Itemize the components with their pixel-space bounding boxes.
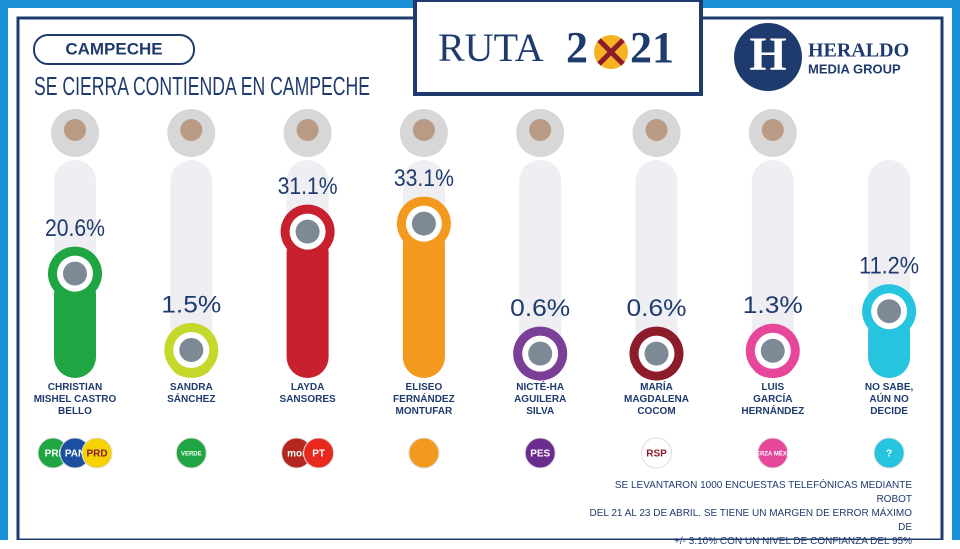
brand-mark bbox=[734, 23, 802, 91]
track bbox=[635, 160, 678, 378]
logo-box bbox=[413, 0, 703, 96]
party-logo bbox=[408, 437, 440, 469]
bar bbox=[54, 273, 96, 378]
party-label: mor bbox=[287, 449, 306, 460]
photo-face bbox=[412, 119, 435, 141]
logo-year: 2 bbox=[566, 23, 588, 72]
value-label: 33.1% bbox=[394, 165, 454, 192]
knob-core bbox=[644, 341, 669, 366]
value-label: 31.1% bbox=[278, 173, 338, 200]
knob-core bbox=[411, 211, 436, 236]
badge bbox=[33, 34, 195, 65]
value-label: 20.6% bbox=[45, 215, 105, 242]
party-logo bbox=[175, 437, 207, 469]
photo-face bbox=[529, 119, 552, 141]
category-label: NO SABE, AÚN NO DECIDE bbox=[864, 382, 914, 417]
party-label: PES bbox=[530, 449, 550, 460]
value-label: 0.6% bbox=[510, 295, 570, 322]
brand-sub: MEDIA GROUP bbox=[808, 61, 901, 76]
category-label: NICTÉ-HA AGUILERA SILVA bbox=[514, 382, 567, 417]
brand-letter: H bbox=[749, 28, 786, 81]
bar bbox=[286, 231, 329, 378]
photo-face bbox=[296, 119, 319, 141]
value-label: 1.3% bbox=[743, 292, 803, 319]
photo-face bbox=[645, 119, 668, 141]
chart-title: SE CIERRA CONTIENDA EN CAMPECHE bbox=[34, 71, 370, 101]
photo-face bbox=[761, 119, 784, 141]
category-label: SANDRA SÁNCHEZ bbox=[167, 382, 216, 405]
bar bbox=[402, 223, 445, 378]
party-label: PRI bbox=[45, 449, 62, 460]
party-logo bbox=[873, 437, 905, 469]
party-label: PAN bbox=[65, 449, 85, 460]
party-label: VERDE bbox=[181, 452, 202, 458]
party-logo bbox=[757, 437, 789, 469]
logo-word: RUTA bbox=[438, 25, 544, 70]
badge-text: CAMPECHE bbox=[65, 39, 162, 58]
track bbox=[519, 160, 562, 378]
panel bbox=[8, 8, 952, 540]
category-label: ELISEO FERNÁNDEZ MONTUFAR bbox=[393, 382, 455, 417]
footnote: SE LEVANTARON 1000 ENCUESTAS TELEFÓNICAS… bbox=[589, 480, 913, 547]
party-logo bbox=[524, 437, 556, 469]
value-label: 11.2% bbox=[859, 253, 919, 280]
party-label: ? bbox=[886, 449, 892, 460]
logo-year: 21 bbox=[630, 23, 674, 72]
party-label: RSP bbox=[646, 449, 667, 460]
value-label: 0.6% bbox=[627, 295, 687, 322]
party-logo bbox=[81, 437, 113, 469]
photo-face bbox=[180, 119, 203, 141]
photo-face bbox=[64, 119, 86, 141]
category-label: MARÍA MAGDALENA COCOM bbox=[624, 382, 689, 417]
category-label: LAYDA SANSORES bbox=[279, 382, 336, 405]
knob-core bbox=[877, 299, 902, 324]
value-label: 1.5% bbox=[161, 291, 221, 318]
knob-core bbox=[295, 219, 320, 244]
track bbox=[170, 160, 213, 378]
party-label: PRD bbox=[86, 449, 107, 460]
knob-core bbox=[760, 338, 785, 363]
party-label: PT bbox=[312, 449, 325, 460]
knob-core bbox=[179, 338, 204, 362]
knob-core bbox=[63, 261, 87, 286]
category-label: LUIS GARCÍA HERNÁNDEZ bbox=[741, 382, 805, 417]
party-logo bbox=[303, 437, 335, 469]
party-logo bbox=[641, 437, 672, 469]
logo-x bbox=[597, 38, 625, 66]
party-label: FUERZA MÉXICO bbox=[748, 450, 798, 458]
brand-name: HERALDO bbox=[808, 40, 909, 62]
track bbox=[751, 160, 794, 378]
knob-core bbox=[528, 341, 553, 366]
category-label: CHRISTIAN MISHEL CASTRO BELLO bbox=[33, 382, 117, 417]
